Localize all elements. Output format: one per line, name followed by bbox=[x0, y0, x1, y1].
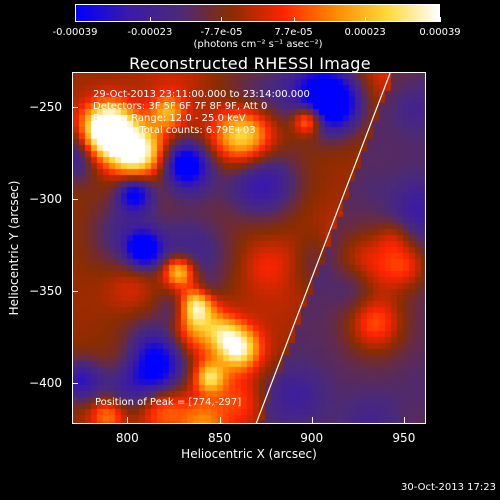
colorbar-tick-label: 0.00023 bbox=[344, 27, 386, 38]
info-energy-range: Energy Range: 12.0 - 25.0 keV bbox=[93, 113, 246, 124]
colorbar-tick-label: -0.00039 bbox=[52, 27, 98, 38]
colorbar-tick-mark bbox=[221, 17, 223, 22]
x-tick-label: 800 bbox=[115, 431, 139, 445]
y-tick-mark bbox=[72, 107, 78, 109]
x-tick-label: 900 bbox=[300, 431, 324, 445]
colorbar-tick-label: 7.7e-05 bbox=[274, 27, 313, 38]
colorbar-tick-mark bbox=[149, 17, 151, 22]
peak-position-label: Position of Peak = [774,-297] bbox=[95, 397, 242, 408]
solar-limb-line bbox=[255, 73, 391, 423]
colorbar-tick-mark bbox=[365, 17, 367, 22]
y-tick-mark bbox=[72, 199, 78, 201]
x-tick-label: 950 bbox=[392, 431, 416, 445]
x-axis-label: Heliocentric X (arcsec) bbox=[181, 447, 317, 461]
footer-timestamp: 30-Oct-2013 17:23 bbox=[401, 482, 496, 493]
x-tick-label: 850 bbox=[208, 431, 231, 445]
y-tick-label: −250 bbox=[29, 100, 62, 115]
colorbar-tick-label: 0.00039 bbox=[419, 27, 461, 38]
colorbar-tick-label: -0.00023 bbox=[127, 27, 173, 38]
colorbar bbox=[75, 4, 440, 22]
info-total-counts: Total counts: 6.79E+03 bbox=[139, 125, 256, 136]
colorbar-label: (photons cm⁻² s⁻¹ asec⁻²) bbox=[193, 39, 323, 50]
y-tick-label: −400 bbox=[29, 376, 62, 391]
info-clean-counts: Clean Total counts: 6.79E+03 bbox=[93, 125, 256, 136]
chart-title: Reconstructed RHESSI Image bbox=[129, 54, 371, 73]
y-tick-label: −300 bbox=[29, 192, 62, 207]
info-clean: Clean bbox=[93, 125, 122, 136]
info-time-range: 29-Oct-2013 23:11:00.000 to 23:14:00.000 bbox=[93, 89, 310, 100]
y-axis-label: Heliocentric Y (arcsec) bbox=[7, 180, 21, 316]
info-detectors: Detectors: 3F 5F 6F 7F 8F 9F, Att 0 bbox=[93, 101, 268, 112]
x-tick-mark bbox=[311, 417, 313, 423]
heatmap-image bbox=[73, 73, 425, 423]
colorbar-tick-mark bbox=[75, 17, 76, 22]
plot-area: 29-Oct-2013 23:11:00.000 to 23:14:00.000… bbox=[72, 72, 426, 424]
colorbar-gradient bbox=[76, 5, 439, 21]
y-tick-label: −350 bbox=[29, 284, 62, 299]
colorbar-tick-mark bbox=[293, 17, 295, 22]
y-tick-mark bbox=[72, 291, 78, 293]
x-tick-mark bbox=[219, 417, 221, 423]
y-tick-mark bbox=[72, 383, 78, 385]
colorbar-tick-label: -7.7e-05 bbox=[200, 27, 243, 38]
x-tick-mark bbox=[127, 417, 129, 423]
x-tick-mark bbox=[403, 417, 405, 423]
colorbar-tick-mark bbox=[440, 17, 441, 22]
overlay-layer bbox=[255, 73, 391, 423]
